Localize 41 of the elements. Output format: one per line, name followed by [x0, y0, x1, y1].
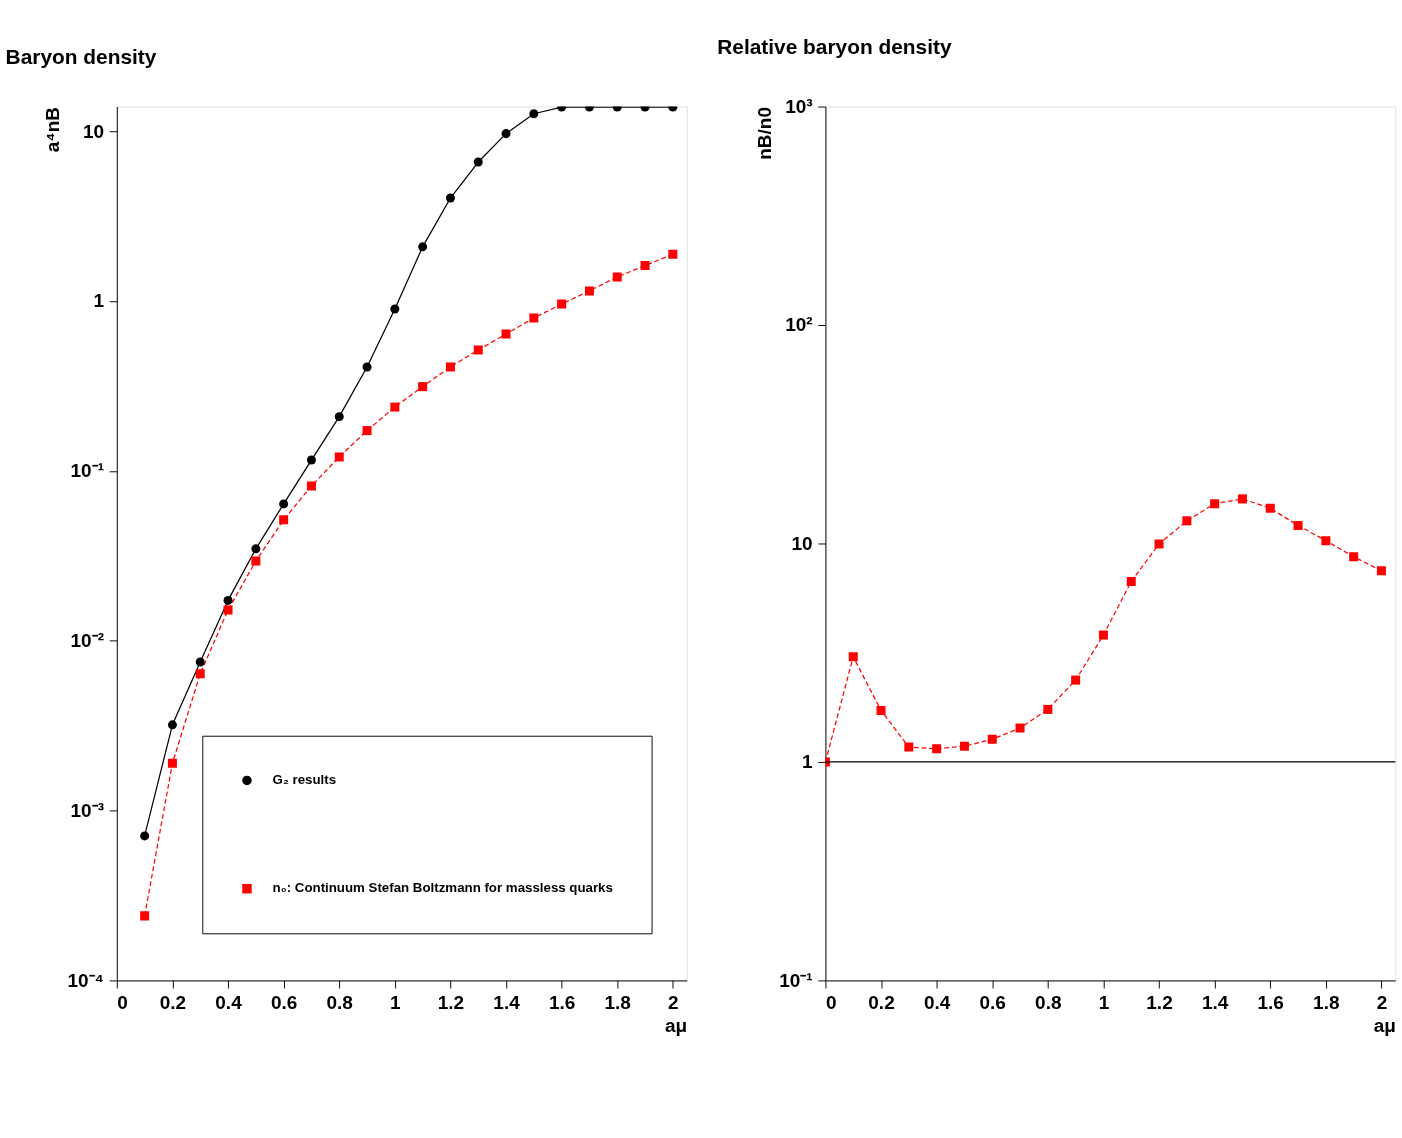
- y-tick-label: 10⁻⁴: [67, 969, 105, 991]
- x-tick-label: 2: [1376, 992, 1388, 1014]
- x-tick-label: 2: [668, 992, 679, 1014]
- y-tick-label: 10: [82, 120, 105, 142]
- x-axis-title: aμ: [665, 1015, 688, 1037]
- legend-label: n₀: Continuum Stefan Boltzmann for massless quarks: [272, 880, 613, 896]
- y-tick-label: 10: [791, 532, 813, 554]
- x-tick-label: 1.8: [604, 992, 631, 1014]
- legend-label: G₂ results: [272, 772, 337, 788]
- y-tick-label: 10⁻¹: [779, 969, 813, 991]
- x-tick-label: 0.4: [215, 992, 243, 1014]
- x-tick-label: 1.2: [437, 992, 465, 1014]
- x-tick-label: 0.2: [159, 992, 187, 1014]
- x-tick-label: 0.6: [270, 992, 298, 1014]
- y-tick-label: 1: [93, 290, 105, 312]
- chart-title: Baryon density: [5, 44, 157, 68]
- x-tick-label: 1.4: [493, 992, 521, 1014]
- x-tick-label: 1.2: [1146, 992, 1173, 1014]
- y-axis-title: nB/n0: [753, 107, 775, 160]
- y-tick-label: 1: [802, 751, 814, 773]
- x-tick-label: 1: [390, 992, 402, 1014]
- x-tick-label: 0.2: [868, 992, 895, 1014]
- x-tick-label: 1.6: [548, 992, 576, 1014]
- x-tick-label: 0.6: [979, 992, 1006, 1014]
- chart-title: Relative baryon density: [717, 35, 952, 59]
- x-tick-label: 1: [1098, 992, 1110, 1014]
- x-tick-label: 0.8: [1035, 992, 1062, 1014]
- x-tick-label: 0.4: [923, 992, 951, 1014]
- y-tick-label: 10⁻¹: [70, 460, 105, 482]
- y-tick-label: 10⁻³: [70, 799, 105, 821]
- y-tick-label: 10⁻²: [70, 629, 105, 651]
- x-tick-label: 0.8: [326, 992, 353, 1014]
- x-tick-label: 1.6: [1257, 992, 1284, 1014]
- x-tick-label: 1.4: [1201, 992, 1229, 1014]
- y-tick-label: 10²: [785, 314, 813, 336]
- x-tick-label: 0: [117, 992, 128, 1014]
- x-axis-title: aμ: [1373, 1015, 1396, 1037]
- y-axis-title: a⁴nB: [42, 107, 64, 153]
- x-tick-label: 1.8: [1313, 992, 1340, 1014]
- x-tick-label: 0: [825, 992, 837, 1014]
- y-tick-label: 10³: [785, 95, 813, 117]
